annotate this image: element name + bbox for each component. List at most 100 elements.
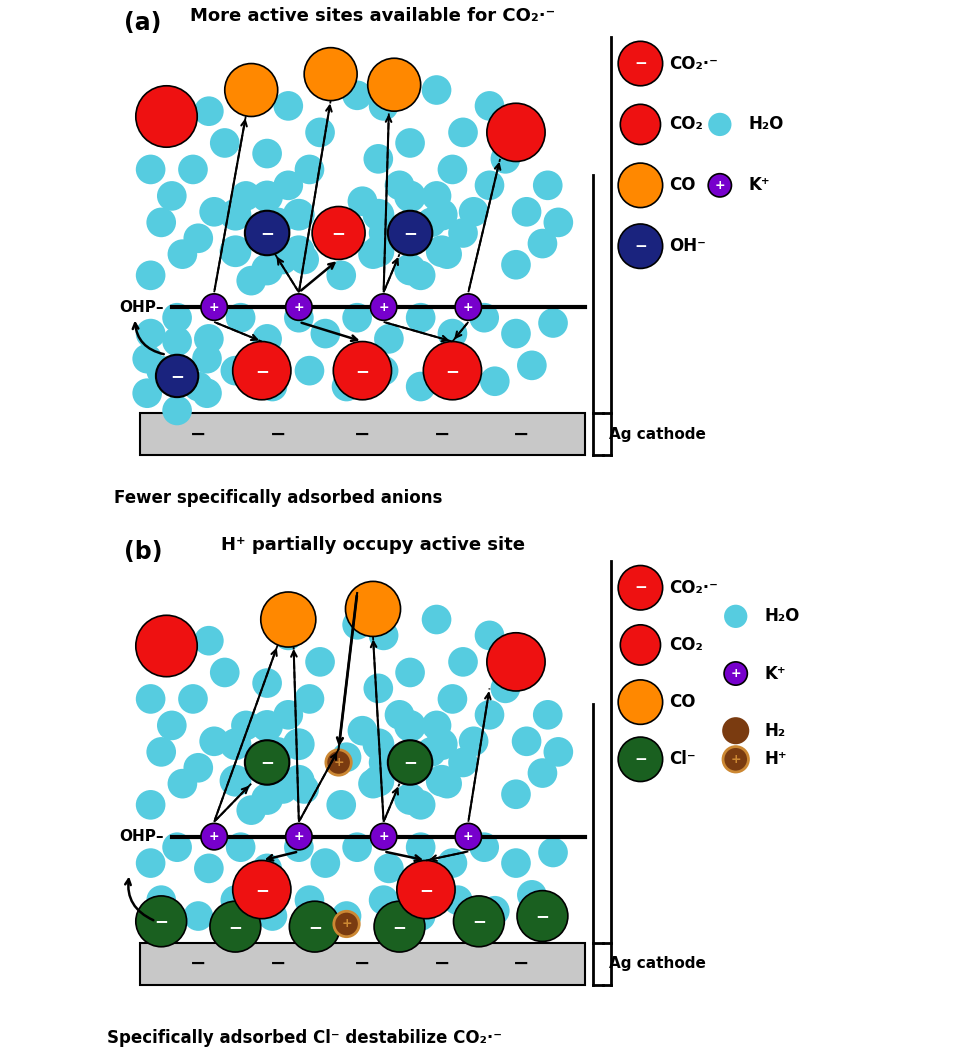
Circle shape [192,378,222,408]
Circle shape [532,170,562,200]
Circle shape [516,880,546,910]
Text: CO: CO [669,694,695,711]
Circle shape [538,838,567,867]
Text: CO₂: CO₂ [669,636,702,653]
Circle shape [406,261,435,290]
Text: More active sites available for CO₂·⁻: More active sites available for CO₂·⁻ [190,7,556,24]
Circle shape [459,726,488,756]
Circle shape [219,765,251,796]
Circle shape [406,372,435,401]
Circle shape [362,729,394,760]
Circle shape [532,700,562,730]
Circle shape [422,711,451,740]
Text: +: + [714,179,725,192]
Circle shape [209,658,240,687]
Circle shape [347,716,377,746]
Text: −: − [155,913,168,930]
Circle shape [374,324,403,354]
Circle shape [369,218,398,248]
Circle shape [432,769,462,798]
Circle shape [332,901,361,931]
Circle shape [156,711,187,740]
Circle shape [294,885,324,915]
Text: −: − [332,225,345,241]
Circle shape [162,326,192,356]
Circle shape [501,250,530,280]
Text: −: − [260,225,274,241]
Circle shape [219,235,251,267]
Circle shape [244,211,289,255]
Circle shape [200,293,227,320]
Circle shape [394,253,425,285]
Text: H₂: H₂ [764,722,785,739]
Circle shape [406,832,435,862]
Circle shape [394,710,425,741]
Circle shape [437,319,467,348]
Circle shape [252,324,282,354]
Circle shape [260,592,316,647]
Circle shape [406,901,435,931]
Circle shape [136,684,165,714]
Circle shape [305,118,334,147]
Text: Cl⁻: Cl⁻ [669,751,695,768]
Circle shape [394,784,425,815]
Circle shape [406,790,435,820]
Circle shape [479,366,510,396]
Circle shape [617,566,662,610]
Circle shape [219,199,251,231]
Circle shape [246,742,277,772]
Circle shape [183,223,213,253]
Text: +: + [341,917,351,931]
Text: Ag cathode: Ag cathode [608,427,705,442]
Text: −: − [512,425,529,444]
Circle shape [474,621,504,650]
Circle shape [233,341,290,400]
Circle shape [220,885,250,915]
Circle shape [178,155,207,184]
Circle shape [162,396,192,426]
Circle shape [289,901,339,952]
Circle shape [369,91,398,121]
Text: +: + [463,301,473,313]
Circle shape [617,680,662,724]
Circle shape [273,621,303,650]
Circle shape [455,293,481,320]
Circle shape [345,581,400,636]
Circle shape [422,75,451,105]
Circle shape [136,261,165,290]
Circle shape [283,235,314,267]
Circle shape [132,378,161,408]
Circle shape [474,91,504,121]
Circle shape [374,901,424,952]
Circle shape [486,632,545,690]
Circle shape [294,155,324,184]
Circle shape [136,615,197,677]
Circle shape [251,710,283,741]
Text: +: + [730,667,740,680]
Circle shape [136,86,197,147]
Circle shape [326,790,356,820]
Text: −: − [269,954,286,973]
Text: +: + [730,753,740,766]
Circle shape [326,750,351,775]
Circle shape [333,911,359,936]
Text: −: − [634,752,646,767]
Text: −: − [535,908,549,925]
Circle shape [194,626,223,656]
Circle shape [387,211,432,255]
Text: CO₂: CO₂ [669,115,702,133]
Circle shape [395,658,424,687]
Text: +: + [293,301,304,313]
Text: −: − [403,754,417,771]
Circle shape [283,765,314,796]
Circle shape [294,356,324,385]
Circle shape [200,726,229,756]
Circle shape [310,848,339,878]
Text: −: − [170,367,184,384]
Circle shape [194,324,223,354]
Circle shape [369,748,398,777]
Circle shape [384,700,414,730]
Text: +: + [333,756,343,769]
Circle shape [283,729,314,760]
Circle shape [369,356,398,385]
